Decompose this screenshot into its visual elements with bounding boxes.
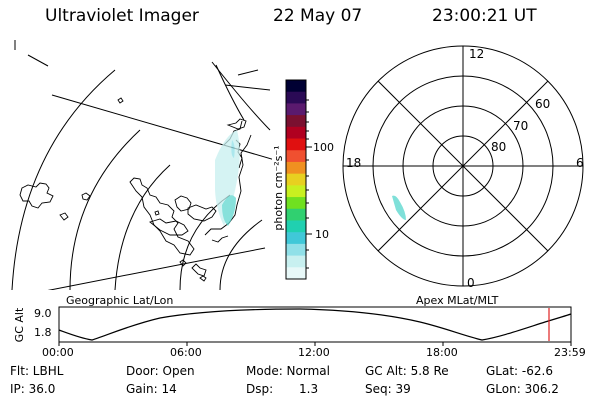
colorbar-band (286, 267, 306, 280)
auroral-emission (215, 130, 240, 226)
glon-status: GLon: 306.2 (486, 382, 559, 396)
timeline-xtick-1800: 18:00 (426, 346, 458, 359)
mlt-label-12: 12 (469, 47, 485, 61)
app-title: Ultraviolet Imager (45, 6, 199, 26)
door-status: Door: Open (126, 364, 195, 378)
timeline-ytick-9: 9.0 (34, 307, 52, 320)
dsp-label: Dsp: (246, 382, 274, 396)
colorbar-band (286, 197, 306, 210)
gain-status: Gain: 14 (126, 382, 177, 396)
mlt-label-6: 6 (576, 156, 584, 170)
seq-status: Seq: 39 (365, 382, 411, 396)
date-label: 22 May 07 (273, 6, 363, 26)
mlat-label-60: 60 (535, 97, 551, 111)
polar-plot-label: Apex MLat/MLT (416, 294, 499, 307)
colorbar-band (286, 103, 306, 116)
colorbar-tick-100: 100 (313, 141, 334, 154)
ip-status: IP: 36.0 (10, 382, 56, 396)
mode-status: Mode: Normal (246, 364, 330, 378)
colorbar-band (286, 220, 306, 233)
colorbar-band (286, 91, 306, 104)
colorbar-band (286, 138, 306, 151)
coastlines (19, 97, 252, 282)
colorbar-band (286, 173, 306, 186)
colorbar-band (286, 126, 306, 140)
colorbar-band (286, 115, 306, 128)
colorbar-band (286, 255, 306, 268)
colorbar-gradient (286, 80, 306, 280)
colorbar-tick-10: 10 (315, 228, 329, 241)
mlat-label-70: 70 (513, 119, 529, 133)
glat-status: GLat: -62.6 (486, 364, 553, 378)
timeline-xtick-0000: 00:00 (42, 346, 74, 359)
filter-status: Flt: LBHL (10, 364, 64, 378)
timeline-xtick-0600: 06:00 (170, 346, 202, 359)
colorbar-band (286, 208, 306, 221)
colorbar-band (286, 150, 306, 163)
timeline-ytick-1.8: 1.8 (34, 326, 52, 339)
colorbar-band (286, 185, 306, 198)
colorbar-band (286, 161, 306, 175)
colorbar-band (286, 80, 306, 93)
time-label: 23:00:21 UT (432, 6, 537, 26)
dsp-value: 1.3 (299, 382, 319, 396)
mlt-label-0: 0 (467, 276, 475, 290)
colorbar-band (286, 232, 306, 245)
geographic-map-label: Geographic Lat/Lon (66, 294, 174, 307)
polar-emission (392, 195, 406, 220)
altitude-curve (58, 308, 572, 341)
gc-alt-status: GC Alt: 5.8 Re (365, 364, 449, 378)
mlt-label-18: 18 (346, 156, 362, 170)
timeline-xtick-2359: 23:59 (554, 346, 586, 359)
timeline-xtick-1200: 12:00 (298, 346, 330, 359)
colorbar-band (286, 243, 306, 257)
mlat-label-80: 80 (491, 140, 507, 154)
polar-spokes (343, 46, 583, 286)
timeline-ylabel: GC Alt (13, 307, 26, 343)
